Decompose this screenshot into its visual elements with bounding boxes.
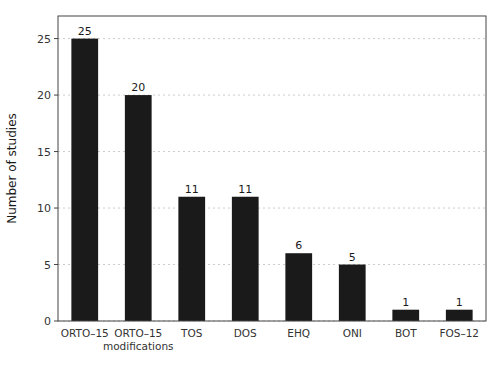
y-tick: [54, 151, 58, 152]
y-tick-label: 5: [44, 259, 51, 272]
value-label: 25: [78, 25, 92, 38]
y-tick-label: 25: [37, 33, 51, 46]
chart-container: 0510152025252011116511ORTO–15ORTO–15modi…: [0, 0, 500, 373]
bars: [71, 39, 472, 321]
x-tick-label-line: TOS: [180, 327, 203, 339]
grid-line: [58, 95, 486, 96]
x-tick-label-line: DOS: [234, 327, 257, 339]
grid-line: [58, 38, 486, 39]
chart-svg: 0510152025252011116511ORTO–15ORTO–15modi…: [0, 0, 500, 373]
x-tick-label-line: ORTO–15: [114, 327, 162, 339]
bar: [285, 253, 312, 321]
x-tick-label: ORTO–15: [61, 327, 109, 339]
y-tick-label: 20: [37, 89, 51, 102]
grid: [58, 39, 486, 321]
bar: [392, 310, 419, 321]
x-tick-label: TOS: [180, 327, 203, 339]
value-label: 11: [185, 183, 199, 196]
plot-frame: [58, 16, 486, 321]
value-label: 1: [456, 296, 463, 309]
x-tick-label: ORTO–15modifications: [103, 327, 174, 352]
grid-line: [58, 264, 486, 265]
x-tick-label-line: BOT: [395, 327, 417, 339]
x-tick-label: FOS–12: [439, 327, 479, 339]
bar: [178, 197, 205, 321]
y-axis-label: Number of studies: [5, 113, 19, 224]
x-tick-label-line: FOS–12: [439, 327, 479, 339]
x-tick-label: BOT: [395, 327, 417, 339]
x-tick-label: EHQ: [287, 327, 310, 339]
y-tick-label: 0: [44, 315, 51, 328]
grid-line: [58, 208, 486, 209]
x-tick-label-line: modifications: [103, 340, 174, 352]
value-label: 5: [349, 251, 356, 264]
grid-line: [58, 151, 486, 152]
y-tick-label: 10: [37, 202, 51, 215]
value-label: 6: [295, 239, 302, 252]
x-tick-label-line: EHQ: [287, 327, 310, 339]
y-tick: [54, 38, 58, 39]
bar: [446, 310, 473, 321]
y-tick: [54, 95, 58, 96]
x-tick-label: DOS: [234, 327, 257, 339]
y-tick: [54, 264, 58, 265]
value-label: 20: [131, 81, 145, 94]
x-tick-label-line: ORTO–15: [61, 327, 109, 339]
bar: [71, 39, 98, 321]
bar: [125, 95, 152, 321]
x-tick-label: ONI: [343, 327, 362, 339]
bar: [339, 265, 366, 321]
bar: [232, 197, 259, 321]
y-tick-label: 15: [37, 146, 51, 159]
y-tick: [54, 208, 58, 209]
y-tick: [54, 321, 58, 322]
value-label: 1: [402, 296, 409, 309]
x-tick-label-line: ONI: [343, 327, 362, 339]
value-label: 11: [238, 183, 252, 196]
